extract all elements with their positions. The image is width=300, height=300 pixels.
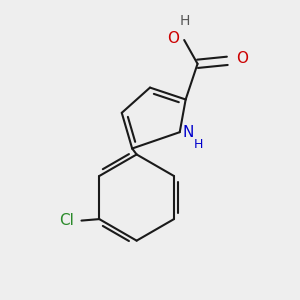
Text: H: H — [179, 14, 190, 28]
Text: O: O — [167, 31, 179, 46]
Text: H: H — [194, 138, 203, 151]
Text: Cl: Cl — [59, 213, 74, 228]
Text: N: N — [182, 125, 194, 140]
Text: O: O — [236, 51, 248, 66]
